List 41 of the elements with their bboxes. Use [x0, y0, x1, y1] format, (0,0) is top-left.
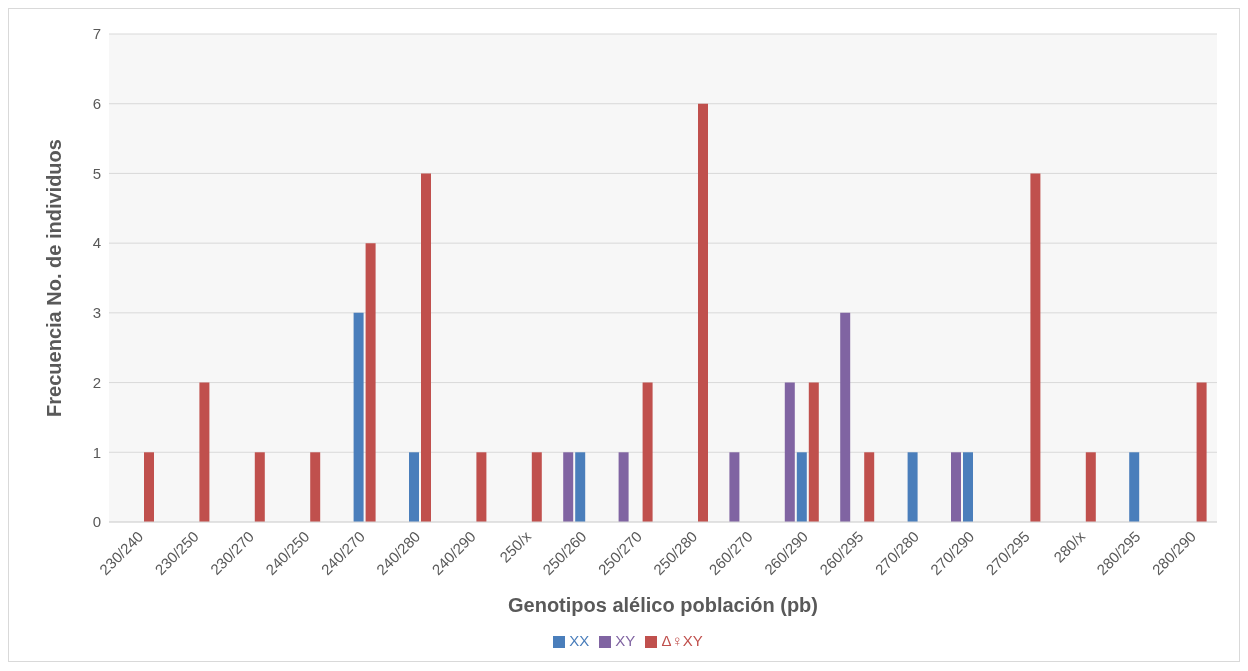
y-axis-title: Frecuencia No. de individuos	[43, 139, 66, 417]
bar	[907, 452, 918, 522]
bar	[531, 452, 542, 522]
bar	[1030, 173, 1041, 522]
y-tick-label: 4	[92, 234, 101, 252]
bar	[310, 452, 321, 522]
y-tick-label: 0	[92, 513, 101, 531]
x-axis-title: Genotipos alélico población (pb)	[507, 594, 819, 616]
bar	[1196, 382, 1207, 522]
bar	[963, 452, 973, 522]
legend-label: Δ♀XY	[661, 632, 703, 649]
legend-label: XY	[615, 632, 636, 649]
bar	[796, 452, 807, 522]
bar	[864, 452, 875, 522]
bar	[575, 452, 586, 522]
bar	[254, 452, 265, 522]
bar	[1085, 452, 1096, 522]
y-tick-label: 7	[92, 25, 101, 43]
y-tick-label: 3	[92, 304, 101, 322]
bar	[353, 312, 364, 522]
y-tick-label: 1	[92, 443, 101, 461]
bar	[840, 312, 851, 522]
bar	[144, 452, 154, 522]
bar	[951, 452, 961, 522]
bar	[1129, 452, 1140, 522]
bar	[642, 382, 653, 522]
y-tick-label: 2	[92, 373, 101, 391]
bar	[421, 173, 431, 522]
legend-label: XX	[569, 632, 590, 649]
y-tick-label: 6	[92, 95, 101, 113]
y-tick-label: 5	[92, 164, 101, 182]
bar	[199, 382, 210, 522]
bar	[618, 452, 629, 522]
bar	[365, 243, 376, 522]
bar	[808, 382, 819, 522]
bar	[698, 103, 708, 522]
bar	[563, 452, 574, 522]
bar	[476, 452, 487, 522]
bar	[784, 382, 795, 522]
bar	[409, 452, 419, 522]
bar	[729, 452, 740, 522]
